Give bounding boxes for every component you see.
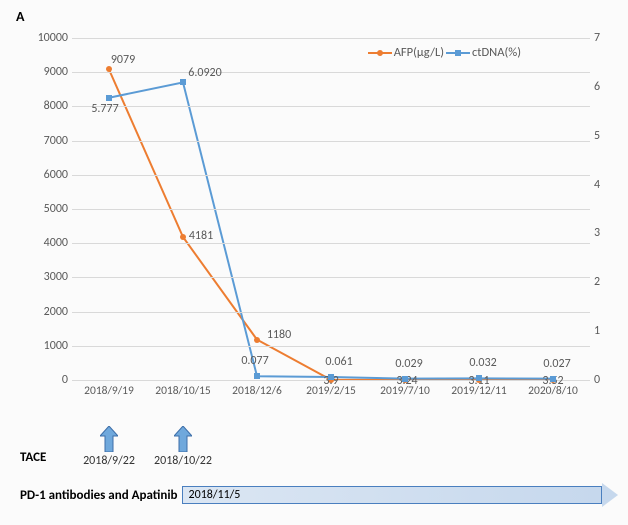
afp-marker <box>180 234 186 240</box>
ctdna-value-label: 0.032 <box>469 356 496 370</box>
ctdna-marker <box>550 376 556 382</box>
tace-arrow-icon <box>100 426 118 452</box>
y1-tick: 6000 <box>26 168 68 182</box>
afp-marker <box>254 337 260 343</box>
y1-tick: 9000 <box>26 65 68 79</box>
ctdna-value-label: 6.0920 <box>188 66 221 80</box>
gridline <box>72 243 590 244</box>
y1-tick: 1000 <box>26 339 68 353</box>
tace-label: TACE <box>20 450 46 465</box>
ctdna-marker <box>180 79 186 85</box>
y2-tick: 5 <box>594 129 614 143</box>
y1-tick: 5000 <box>26 202 68 216</box>
ctdna-marker <box>328 374 334 380</box>
chart: 0 1000 2000 3000 4000 5000 6000 7000 8000 9000 100… <box>26 30 601 425</box>
pd1-label: PD-1 antibodies and Apatinib <box>20 488 182 503</box>
y1-tick: 7000 <box>26 134 68 148</box>
pd1-start-date: 2018/11/5 <box>182 486 602 504</box>
legend-swatch <box>368 47 392 59</box>
x-tick: 2018/10/15 <box>155 384 211 398</box>
tace-arrow-icon <box>174 426 192 452</box>
gridline <box>72 312 590 313</box>
ctdna-value-label: 0.027 <box>543 357 570 371</box>
y2-tick: 6 <box>594 80 614 94</box>
y1-tick: 2000 <box>26 305 68 319</box>
gridline <box>72 277 590 278</box>
legend-label: ctDNA(%) <box>472 45 521 60</box>
gridline <box>72 141 590 142</box>
y2-tick: 3 <box>594 226 614 240</box>
ctdna-value-label: 5.777 <box>91 102 118 116</box>
ctdna-line <box>109 82 553 378</box>
ctdna-marker <box>476 375 482 381</box>
ctdna-marker <box>402 376 408 382</box>
afp-line <box>109 69 553 379</box>
y1-tick: 4000 <box>26 236 68 250</box>
gridline <box>72 175 590 176</box>
pd1-arrow: 2018/11/5 <box>182 483 618 507</box>
afp-value-label: 1180 <box>267 328 291 342</box>
gridline <box>72 346 590 347</box>
tace-date: 2018/10/22 <box>154 454 212 468</box>
gridline <box>72 38 590 39</box>
tace-row: TACE 2018/9/222018/10/22 <box>26 432 601 472</box>
plot-area: 0100020003000400050006000700080009000100… <box>72 38 590 380</box>
y1-tick: 10000 <box>26 31 68 45</box>
ctdna-value-label: 0.061 <box>325 355 352 369</box>
panel: A 0 1000 2000 3000 4000 5000 6000 7000 8000 9000 1… <box>0 0 628 525</box>
y1-tick: 8000 <box>26 99 68 113</box>
x-tick: 2018/9/19 <box>84 384 134 398</box>
ctdna-value-label: 0.029 <box>395 357 422 371</box>
ctdna-value-label: 0.077 <box>241 354 268 368</box>
ctdna-marker <box>254 373 260 379</box>
y1-tick: 3000 <box>26 270 68 284</box>
pd1-arrow-head <box>602 483 618 507</box>
afp-value-label: 4181 <box>189 229 213 243</box>
y2-tick: 0 <box>594 373 614 387</box>
y1-tick: 0 <box>26 373 68 387</box>
x-tick: 2018/12/6 <box>232 384 282 398</box>
ctdna-marker <box>106 95 112 101</box>
gridline <box>72 106 590 107</box>
legend-swatch <box>446 47 470 59</box>
y2-tick: 4 <box>594 178 614 192</box>
y2-tick: 7 <box>594 31 614 45</box>
legend-label: AFP(µg/L) <box>394 45 444 60</box>
y2-tick: 2 <box>594 275 614 289</box>
gridline <box>72 72 590 73</box>
tace-date: 2018/9/22 <box>83 454 135 468</box>
pd1-row: PD-1 antibodies and Apatinib 2018/11/5 <box>20 480 618 510</box>
gridline <box>72 209 590 210</box>
panel-label: A <box>16 8 24 25</box>
legend: AFP(µg/L) ctDNA(%) <box>368 45 521 60</box>
afp-value-label: 9079 <box>111 53 135 67</box>
y2-tick: 1 <box>594 324 614 338</box>
